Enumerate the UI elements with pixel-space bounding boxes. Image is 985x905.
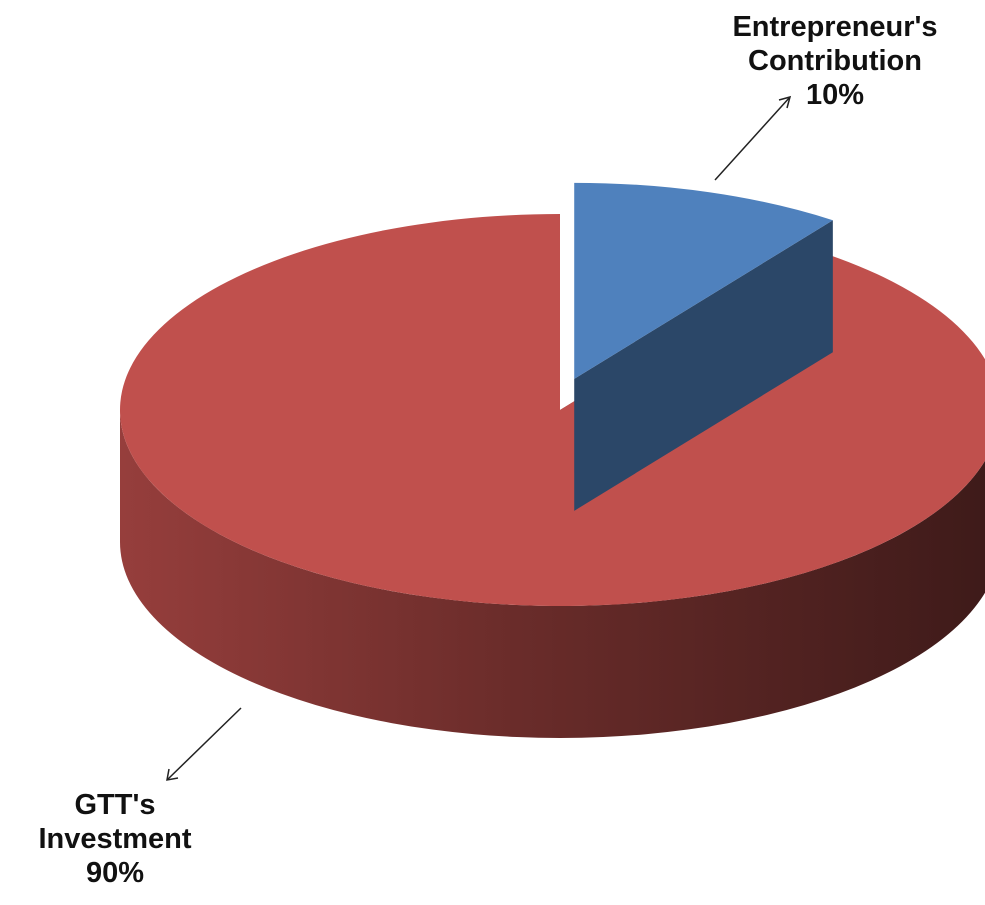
leader-arrowhead-entrepreneurs-contribution — [778, 95, 792, 109]
leader-line-entrepreneurs-contribution — [714, 96, 791, 181]
slice-label-line: Investment — [38, 823, 192, 855]
slice-value-label: 90% — [85, 857, 145, 889]
slice-label-line: Contribution — [748, 45, 922, 77]
slice-cut-face — [574, 220, 833, 511]
slice-label-line: GTT's — [74, 789, 156, 821]
slice-label-gtts-investment: GTT's Investment 90% — [0, 788, 230, 890]
slice-value-label: 10% — [805, 79, 865, 111]
slice-label-entrepreneurs-contribution: Entrepreneur's Contribution 10% — [690, 10, 980, 112]
slice-top-face — [120, 214, 985, 606]
leader-arrowhead-gtts-investment — [166, 768, 179, 781]
leader-line-gtts-investment — [166, 707, 242, 781]
slice-side — [120, 410, 985, 738]
slice-entrepreneurs-contribution — [574, 182, 833, 511]
slice-gtts-investment — [120, 214, 985, 738]
slice-label-line: Entrepreneur's — [732, 11, 938, 43]
slice-top-face — [574, 182, 833, 379]
